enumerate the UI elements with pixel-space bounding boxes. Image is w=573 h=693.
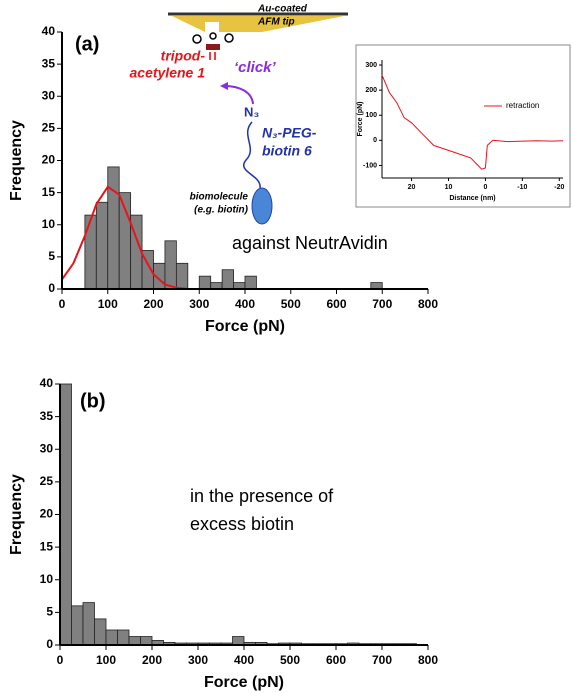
annotation: acetylene 1	[130, 65, 206, 81]
x-tick-label: 0	[59, 297, 66, 311]
bar	[164, 240, 177, 290]
x-tick-label: 300	[188, 653, 208, 667]
condition-label: in the presence of	[190, 486, 334, 506]
data-line	[381, 74, 564, 170]
bar	[107, 166, 120, 290]
annotation: ‘click’	[234, 59, 277, 76]
bar	[95, 201, 109, 290]
linker-core	[206, 44, 220, 50]
bar	[221, 269, 234, 290]
x-tick-label: 10	[445, 184, 453, 191]
y-tick-label: 35	[40, 409, 54, 423]
x-tick-label: 700	[372, 653, 392, 667]
x-tick-label: 600	[326, 297, 346, 311]
y-tick-label: 10	[40, 572, 54, 586]
y-axis-title: Frequency	[8, 474, 25, 555]
condition-label: excess biotin	[190, 514, 294, 534]
x-tick-label: 200	[142, 653, 162, 667]
y-tick-label: -100	[363, 162, 377, 169]
bar	[198, 275, 212, 290]
y-axis-title: Frequency	[8, 120, 25, 201]
bar	[84, 214, 97, 290]
x-axis-title: Force (pN)	[204, 674, 284, 691]
bar	[94, 618, 107, 646]
x-tick-label: 500	[281, 297, 301, 311]
y-tick-label: 30	[40, 441, 54, 455]
y-tick-label: 100	[365, 112, 377, 119]
peg-chain	[243, 121, 261, 189]
x-tick-label: 800	[418, 653, 438, 667]
biomolecule	[251, 187, 273, 225]
y-tick-label: 20	[42, 153, 56, 167]
tripod-leg	[224, 33, 234, 43]
annotation: AFM tip	[257, 17, 295, 28]
annotation: Au-coated	[257, 4, 308, 15]
y-tick-label: 15	[42, 185, 56, 199]
bar	[175, 262, 189, 290]
x-axis-title: Distance (nm)	[449, 195, 495, 202]
y-tick-label: 35	[42, 56, 56, 70]
y-tick-label: 30	[42, 88, 56, 102]
x-tick-label: 100	[96, 653, 116, 667]
y-tick-label: 15	[40, 539, 54, 553]
fit-line	[61, 185, 188, 290]
x-tick-label: 200	[143, 297, 163, 311]
arrow-head	[220, 82, 228, 90]
x-tick-label: 600	[326, 653, 346, 667]
annotation: (e.g. biotin)	[194, 205, 249, 216]
condition-label: against NeutrAvidin	[232, 233, 388, 253]
tripod-leg	[192, 34, 202, 44]
y-axis-title: Force (pN)	[357, 102, 364, 137]
x-tick-label: -10	[517, 184, 527, 191]
y-tick-label: 25	[40, 474, 54, 488]
annotation: N₃	[244, 104, 259, 119]
y-tick-label: 25	[42, 121, 56, 135]
legend-label: retraction	[506, 101, 539, 110]
inset-frame	[355, 44, 571, 208]
x-axis-title: Force (pN)	[205, 318, 285, 335]
annotation: biotin 6	[262, 143, 312, 159]
y-tick-label: 300	[365, 62, 377, 69]
y-tick-label: 40	[40, 376, 54, 390]
x-tick-label: 400	[234, 653, 254, 667]
y-tick-label: 0	[373, 137, 377, 144]
bar	[105, 629, 118, 646]
tripod-leg	[209, 32, 217, 40]
x-tick-label: 800	[418, 297, 438, 311]
x-tick-label: 0	[483, 184, 487, 191]
annotation: biomolecule	[190, 192, 249, 203]
x-tick-label: 100	[98, 297, 118, 311]
y-tick-label: 5	[48, 249, 55, 263]
y-tick-label: 40	[42, 24, 56, 38]
y-tick-label: 0	[46, 637, 53, 651]
bar	[117, 629, 130, 646]
click-arrow	[223, 85, 254, 105]
bar	[128, 636, 141, 646]
x-tick-label: 0	[57, 653, 64, 667]
y-tick-label: 5	[46, 605, 53, 619]
panel-label: (a)	[75, 33, 99, 55]
x-tick-label: 400	[235, 297, 255, 311]
bar	[244, 275, 257, 290]
tip-end	[205, 22, 219, 32]
bar	[232, 636, 245, 646]
bar	[82, 602, 95, 646]
annotation: N₃-PEG-	[262, 125, 317, 141]
y-tick-label: 0	[48, 281, 55, 295]
x-tick-label: 300	[189, 297, 209, 311]
x-tick-label: 500	[280, 653, 300, 667]
x-tick-label: 20	[408, 184, 416, 191]
y-tick-label: 10	[42, 217, 56, 231]
annotation: tripod-	[161, 48, 206, 64]
panel-label: (b)	[80, 390, 106, 412]
y-tick-label: 20	[40, 507, 54, 521]
bar	[59, 383, 72, 646]
bar	[71, 605, 84, 646]
x-tick-label: -20	[554, 184, 564, 191]
bar	[140, 636, 153, 646]
x-tick-label: 700	[372, 297, 392, 311]
y-tick-label: 200	[365, 87, 377, 94]
